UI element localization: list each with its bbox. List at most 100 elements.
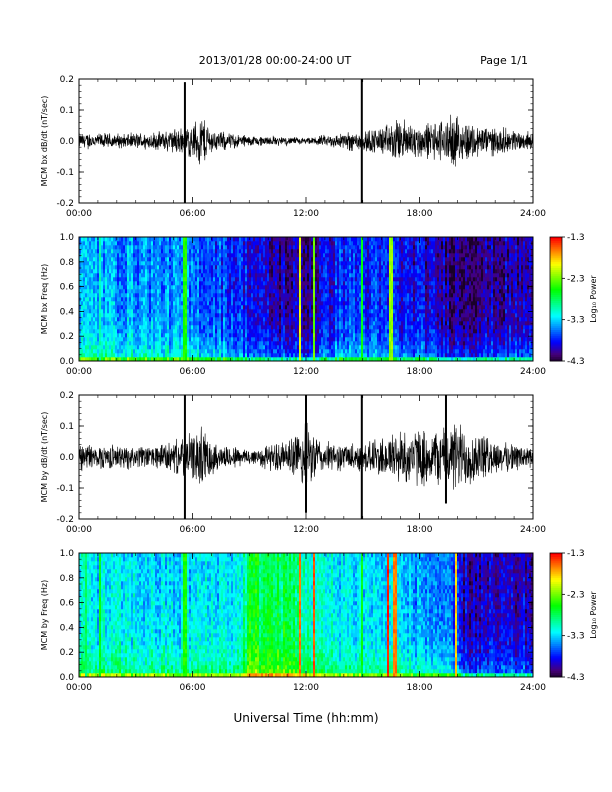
spectrogram-cell (145, 313, 148, 318)
spectrogram-cell (227, 317, 230, 322)
spectrogram-cell (265, 337, 268, 342)
spectrogram-cell (241, 313, 244, 318)
spectrogram-cell (371, 257, 374, 262)
spectrogram-cell (335, 313, 338, 318)
spectrogram-cell (255, 277, 258, 282)
spectrogram-cell (219, 317, 222, 322)
spectrogram-cell (179, 305, 182, 310)
spectrogram-cell (375, 325, 378, 330)
spectrogram-cell (301, 305, 304, 310)
spectrogram-cell (347, 349, 350, 354)
spectrogram-cell (109, 257, 112, 262)
spectrogram-cell (287, 341, 290, 346)
spectrogram-cell (153, 313, 156, 318)
spectrogram-cell (187, 273, 190, 278)
spectrogram-cell (85, 297, 88, 302)
spectrogram-cell (143, 241, 146, 246)
spectrogram-cell (285, 325, 288, 330)
spectrogram-cell (203, 281, 206, 286)
spectrogram-cell (295, 285, 298, 290)
spectrogram-cell (215, 345, 218, 350)
spectrogram-cell (383, 241, 386, 246)
spectrogram-cell (377, 337, 380, 342)
spectrogram-cell (95, 297, 98, 302)
spectrogram-cell (375, 317, 378, 322)
spectrogram-cell (305, 281, 308, 286)
spectrogram-cell (207, 293, 210, 298)
spectrogram-cell (353, 253, 356, 258)
spectrogram-cell (183, 289, 186, 294)
spectrogram-cell (207, 349, 210, 354)
spectrogram-cell (211, 337, 214, 342)
spectrogram-cell (315, 249, 318, 254)
spectrogram-cell (109, 305, 112, 310)
spectrogram-cell (303, 269, 306, 274)
spectrogram-cell (111, 277, 114, 282)
spectrogram-cell (169, 273, 172, 278)
spectrogram-cell (161, 261, 164, 266)
spectrogram-cell (147, 281, 150, 286)
spectrogram-cell (307, 333, 310, 338)
spectrogram-cell (177, 325, 180, 330)
spectrogram-cell (269, 337, 272, 342)
spectrogram-cell (197, 273, 200, 278)
spectrogram-cell (317, 325, 320, 330)
spectrogram-cell (239, 357, 242, 362)
spectrogram-cell (137, 305, 140, 310)
spectrogram-cell (329, 281, 332, 286)
spectrogram-cell (353, 341, 356, 346)
spectrogram-cell (215, 313, 218, 318)
spectrogram-cell (197, 305, 200, 310)
spectrogram-cell (319, 245, 322, 250)
spectrogram-cell (189, 309, 192, 314)
spectrogram-cell (219, 345, 222, 350)
spectrogram-cell (283, 265, 286, 270)
spectrogram-cell (229, 285, 232, 290)
spectrogram-cell (387, 309, 390, 314)
spectrogram-cell (157, 333, 160, 338)
spectrogram-cell (195, 321, 198, 326)
spectrogram-cell (347, 245, 350, 250)
spectrogram-cell (367, 357, 370, 362)
spectrogram-cell (257, 285, 260, 290)
spectrogram-cell (295, 281, 298, 286)
spectrogram-cell (205, 249, 208, 254)
spectrogram-cell (335, 321, 338, 326)
spectrogram-cell (299, 245, 302, 250)
spectrogram-cell (193, 313, 196, 318)
spectrogram-cell (275, 345, 278, 350)
spectrogram-cell (391, 285, 394, 290)
spectrogram-cell (257, 345, 260, 350)
spectrogram-cell (195, 341, 198, 346)
spectrogram-cell (377, 261, 380, 266)
spectrogram-cell (299, 269, 302, 274)
spectrogram-cell (309, 333, 312, 338)
spectrogram-cell (335, 241, 338, 246)
spectrogram-cell (275, 297, 278, 302)
spectrogram-cell (275, 325, 278, 330)
spectrogram-cell (175, 333, 178, 338)
spectrogram-cell (291, 341, 294, 346)
spectrogram-cell (377, 341, 380, 346)
spectrogram-cell (79, 285, 82, 290)
spectrogram-cell (235, 289, 238, 294)
spectrogram-cell (113, 253, 116, 258)
spectrogram-cell (257, 237, 260, 242)
spectrogram-cell (87, 337, 90, 342)
spectrogram-cell (327, 261, 330, 266)
spectrogram-cell (105, 333, 108, 338)
spectrogram-cell (247, 253, 250, 258)
spectrogram-cell (221, 293, 224, 298)
spectrogram-cell (237, 309, 240, 314)
spectrogram-cell (313, 333, 316, 338)
spectrogram-cell (113, 297, 116, 302)
spectrogram-cell (99, 249, 102, 254)
spectrogram-cell (183, 265, 186, 270)
spectrogram-cell (159, 241, 162, 246)
spectrogram-cell (213, 313, 216, 318)
spectrogram-cell (151, 237, 154, 242)
spectrogram-cell (233, 329, 236, 334)
spectrogram-cell (117, 309, 120, 314)
spectrogram-cell (211, 325, 214, 330)
spectrogram-cell (147, 269, 150, 274)
